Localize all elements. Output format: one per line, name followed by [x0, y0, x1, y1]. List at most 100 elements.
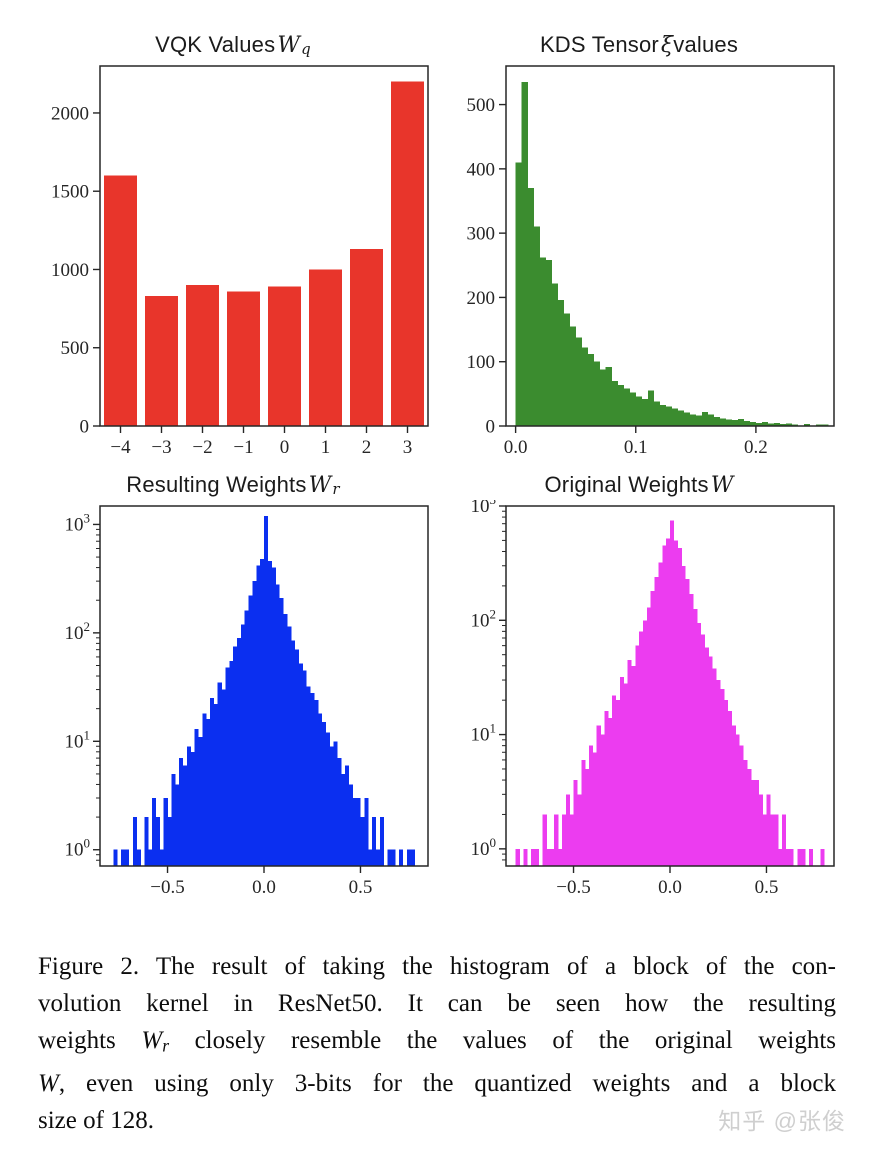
bars [515, 520, 825, 866]
bar [581, 759, 586, 866]
plot-border [505, 65, 835, 427]
bars [113, 515, 415, 866]
bar [121, 849, 126, 866]
bar [279, 597, 284, 866]
bar [766, 794, 771, 866]
bar [727, 711, 732, 866]
bar [264, 515, 269, 866]
y-tick-label: 100 [471, 835, 497, 860]
math-symbol: ξ [660, 33, 674, 58]
bar [221, 689, 226, 866]
axes: −0.5 0.0 0.5 100 101 102 103 [65, 505, 429, 898]
bar [708, 656, 713, 866]
bar [737, 418, 745, 426]
chart-title: KDS Tensor ξ values [436, 22, 842, 60]
bar [360, 817, 365, 866]
bar [375, 849, 381, 866]
x-tick-label: 0.5 [755, 877, 779, 898]
bar [542, 814, 547, 866]
bar [314, 700, 319, 866]
bar [283, 613, 288, 866]
bar [592, 752, 597, 866]
bar [248, 595, 253, 866]
bar [647, 390, 655, 426]
bar [523, 848, 528, 866]
y-tick-label: 2000 [51, 103, 89, 124]
bar [761, 422, 769, 426]
y-tick-label: 102 [471, 606, 497, 631]
bar [198, 736, 203, 866]
bar [629, 392, 637, 426]
bar [310, 692, 315, 866]
text-run: VQK Values [155, 32, 276, 57]
bar [611, 381, 618, 426]
bar [600, 734, 605, 866]
bar [596, 725, 601, 866]
bar [653, 401, 661, 426]
bar [206, 719, 211, 866]
bar [309, 269, 342, 426]
bar [167, 817, 172, 866]
bar [650, 591, 655, 866]
y-tick-label: 1500 [51, 182, 89, 203]
bar [534, 848, 540, 866]
bar [725, 419, 733, 426]
bar [731, 725, 736, 866]
bar [754, 780, 759, 866]
bar [152, 798, 157, 866]
bar [739, 745, 744, 866]
bar [159, 849, 164, 866]
bar [256, 565, 261, 866]
bar [593, 361, 600, 426]
bar [329, 746, 334, 866]
bar [673, 540, 678, 866]
bar [521, 82, 528, 426]
bar [557, 300, 564, 426]
bar [735, 734, 740, 866]
bar [612, 695, 617, 866]
bar [406, 849, 411, 866]
bar [202, 713, 207, 866]
x-tick-label: 3 [403, 437, 413, 458]
x-tick-label: 0.2 [744, 437, 768, 458]
bar [391, 81, 424, 427]
bar [163, 798, 168, 866]
math-symbol: W [710, 473, 734, 498]
bar [619, 676, 624, 866]
bar [778, 848, 783, 866]
bar [345, 765, 350, 866]
bar [700, 634, 705, 866]
bar [190, 751, 195, 866]
plot-border [99, 65, 429, 427]
bar [569, 814, 574, 866]
bar [808, 848, 814, 866]
x-tick-label: −0.5 [556, 877, 590, 898]
bar [785, 848, 790, 866]
bar [179, 758, 184, 866]
bar [658, 562, 663, 866]
bar [693, 609, 698, 866]
bars [104, 81, 424, 427]
bar [671, 408, 679, 426]
bar [797, 848, 802, 866]
bar [617, 384, 624, 426]
bar [379, 817, 384, 866]
bar [749, 422, 757, 426]
y-tick-label: 400 [467, 159, 496, 180]
bar [587, 354, 594, 426]
bar [145, 296, 178, 426]
bar [716, 680, 721, 866]
bar [356, 798, 361, 866]
bar [225, 667, 230, 866]
caption-line: weights Wr closely resemble the values o… [38, 1022, 836, 1065]
watermark: 知乎 @张俊 [718, 1108, 846, 1134]
bar [704, 647, 709, 866]
bar [677, 547, 682, 866]
bar [182, 765, 188, 866]
x-tick-label: 1 [321, 437, 331, 458]
plot-border [505, 505, 835, 867]
bar [531, 848, 536, 866]
bar [665, 406, 673, 426]
